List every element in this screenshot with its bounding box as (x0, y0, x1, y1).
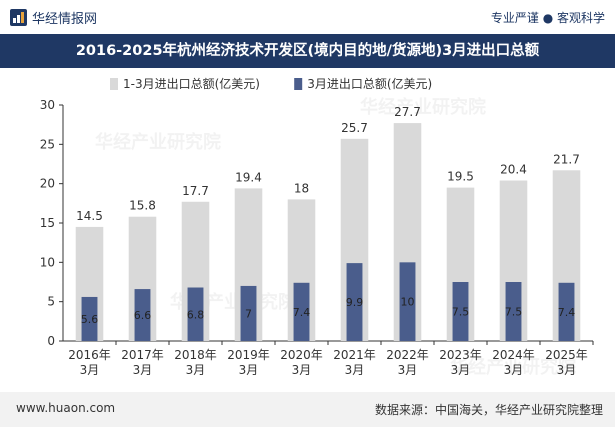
chart-title: 2016-2025年杭州经济技术开发区(境内目的地/货源地)3月进出口总额 (75, 43, 540, 59)
y-tick-label: 5 (47, 295, 55, 309)
x-tick-label: 2025年 (545, 348, 588, 362)
x-tick-label: 2023年 (439, 348, 482, 362)
title-bar: 2016-2025年杭州经济技术开发区(境内目的地/货源地)3月进出口总额 (0, 34, 615, 68)
x-tick-label: 3月 (504, 363, 524, 377)
y-tick-label: 15 (40, 216, 55, 230)
watermark-text: 华经产业研究院 (360, 96, 486, 118)
x-tick-label: 3月 (451, 363, 471, 377)
data-label-total: 27.7 (394, 105, 421, 119)
top-bar: 华经情报网 专业严谨 ● 客观科学 (0, 0, 615, 34)
bar-march (293, 282, 310, 341)
data-label-march: 7.5 (452, 306, 470, 319)
bar-march (134, 289, 151, 341)
data-label-total: 19.4 (235, 170, 262, 184)
y-tick-label: 20 (40, 177, 55, 191)
data-label-total: 18 (294, 181, 309, 195)
data-label-march: 7.4 (293, 306, 311, 319)
bar-march (452, 282, 469, 341)
bar-march (558, 282, 575, 341)
tagline: 专业严谨 ● 客观科学 (490, 11, 605, 25)
x-tick-label: 3月 (133, 363, 153, 377)
legend-swatch (294, 78, 303, 90)
x-tick-label: 2016年 (68, 348, 111, 362)
data-label-total: 19.5 (447, 170, 474, 184)
y-tick-label: 25 (40, 137, 55, 151)
x-tick-label: 2018年 (174, 348, 217, 362)
bar-march (81, 296, 98, 341)
data-label-march: 6.6 (134, 309, 152, 322)
y-tick-label: 0 (47, 334, 55, 348)
data-label-total: 21.7 (553, 152, 580, 166)
data-label-march: 7.4 (558, 306, 576, 319)
legend-label: 1-3月进出口总额(亿美元) (123, 76, 260, 91)
x-tick-label: 3月 (398, 363, 418, 377)
legend-label: 3月进出口总额(亿美元) (307, 76, 432, 91)
bar-march (240, 285, 257, 341)
footer: www.huaon.com 数据来源：中国海关，华经产业研究院整理 (0, 392, 615, 427)
bar-march (346, 263, 363, 341)
bar-march (505, 282, 522, 341)
data-label-total: 17.7 (182, 184, 209, 198)
data-label-total: 14.5 (76, 209, 103, 223)
footer-url[interactable]: www.huaon.com (16, 401, 116, 415)
watermark-text: 华经产业研究院 (95, 131, 221, 153)
watermark-text: 华经产业研究院 (450, 356, 576, 378)
data-source: 数据来源：中国海关，华经产业研究院整理 (374, 403, 603, 417)
legend-swatch (110, 78, 118, 90)
x-tick-label: 3月 (239, 363, 259, 377)
data-label-march: 6.8 (187, 308, 205, 321)
brand-name: 华经情报网 (32, 12, 98, 27)
x-tick-label: 2017年 (121, 348, 164, 362)
data-label-total: 20.4 (500, 163, 527, 177)
x-tick-label: 3月 (80, 363, 100, 377)
x-tick-label: 3月 (557, 363, 577, 377)
x-tick-label: 2022年 (386, 348, 429, 362)
bar-march (399, 262, 416, 341)
x-tick-label: 3月 (186, 363, 206, 377)
x-tick-label: 2020年 (280, 348, 323, 362)
y-tick-label: 10 (40, 255, 55, 269)
x-tick-label: 2021年 (333, 348, 376, 362)
data-label-march: 7 (245, 307, 252, 320)
x-tick-label: 2024年 (492, 348, 535, 362)
data-label-total: 15.8 (129, 199, 156, 213)
x-tick-label: 3月 (292, 363, 312, 377)
data-label-march: 5.6 (81, 313, 99, 326)
y-tick-label: 30 (40, 98, 55, 112)
data-label-march: 9.9 (346, 296, 364, 309)
x-tick-label: 2019年 (227, 348, 270, 362)
bar-march (187, 287, 204, 341)
data-label-total: 25.7 (341, 121, 368, 135)
data-label-march: 7.5 (505, 306, 523, 319)
x-tick-label: 3月 (345, 363, 365, 377)
logo-icon (10, 9, 27, 26)
bar-chart: 华经产业研究院华经产业研究院华经产业研究院华经产业研究院1-3月进出口总额(亿美… (40, 76, 594, 378)
data-label-march: 10 (401, 296, 415, 309)
